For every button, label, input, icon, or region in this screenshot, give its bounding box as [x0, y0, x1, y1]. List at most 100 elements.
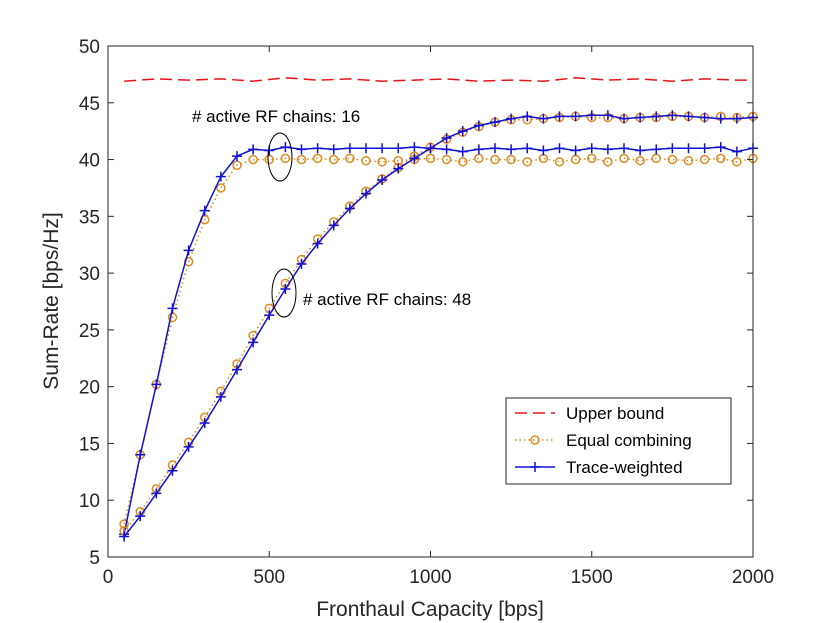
data-point	[183, 257, 194, 267]
series-layer	[119, 77, 758, 542]
data-point	[699, 143, 710, 154]
data-point	[473, 144, 484, 155]
data-point	[506, 113, 517, 124]
data-point	[683, 111, 694, 122]
data-point	[280, 142, 291, 153]
data-point	[586, 143, 597, 154]
series-line-trace-weighted	[123, 114, 754, 538]
data-point	[296, 259, 307, 270]
data-point	[570, 154, 581, 165]
y-tick-label: 35	[79, 207, 100, 228]
data-point	[119, 519, 129, 529]
data-point	[377, 143, 388, 154]
data-point	[538, 145, 549, 156]
data-point	[715, 113, 726, 124]
data-point	[619, 113, 629, 124]
data-point	[538, 113, 549, 124]
data-point	[345, 153, 355, 164]
data-point	[667, 143, 678, 154]
data-point	[425, 143, 436, 154]
y-tick-label: 30	[79, 264, 100, 285]
data-point	[199, 205, 210, 216]
data-point	[441, 132, 452, 143]
data-point	[441, 154, 452, 165]
data-point	[328, 144, 339, 155]
data-point	[731, 113, 742, 124]
data-point	[409, 142, 420, 153]
data-point	[458, 157, 468, 167]
data-point	[554, 157, 565, 167]
data-point	[329, 154, 339, 165]
data-point	[167, 312, 178, 323]
data-point	[651, 144, 662, 155]
data-point	[361, 188, 371, 199]
data-point	[716, 153, 726, 164]
data-point	[635, 145, 646, 156]
data-point	[473, 120, 484, 131]
legend-upper-bound-label: Upper bound	[566, 404, 664, 423]
data-point	[635, 155, 645, 166]
data-point	[457, 126, 468, 137]
data-point	[167, 465, 178, 476]
data-point	[135, 511, 146, 522]
data-point	[651, 111, 662, 122]
data-point	[393, 163, 404, 174]
annotation-label-48: # active RF chains: 48	[303, 290, 471, 309]
data-point	[731, 146, 742, 157]
data-point	[522, 111, 533, 122]
data-point	[699, 154, 710, 165]
data-point	[715, 142, 726, 153]
data-point	[699, 112, 710, 123]
data-point	[554, 143, 565, 154]
data-point	[651, 153, 661, 164]
data-point	[151, 488, 162, 499]
y-tick-label: 5	[89, 548, 100, 569]
data-point	[667, 154, 678, 165]
data-point	[490, 143, 500, 154]
data-point	[361, 143, 371, 154]
data-point	[377, 174, 388, 185]
data-point	[199, 418, 210, 429]
data-point	[522, 143, 533, 154]
x-axis-label: Fronthaul Capacity [bps]	[316, 598, 544, 621]
annotation-ellipse-48	[271, 268, 297, 318]
data-point	[183, 245, 194, 256]
data-point	[264, 154, 274, 165]
x-tick-label: 2000	[732, 567, 774, 588]
y-tick-label: 40	[79, 151, 100, 172]
data-point	[635, 112, 646, 123]
data-point	[344, 203, 355, 214]
data-point	[328, 220, 339, 231]
data-point	[570, 111, 581, 122]
data-point	[457, 146, 468, 157]
data-point	[167, 303, 178, 314]
y-axis-label: Sum-Rate [bps/Hz]	[40, 212, 63, 389]
data-point	[344, 143, 355, 154]
data-point	[425, 153, 436, 164]
data-point	[312, 238, 323, 249]
data-point	[215, 171, 226, 182]
data-point	[232, 151, 242, 162]
legend: Upper bound Equal combining Trace-weight…	[505, 397, 732, 485]
data-point	[312, 153, 323, 164]
data-point	[667, 110, 678, 121]
data-point	[587, 153, 597, 164]
x-tick-label: 500	[253, 567, 285, 588]
data-point	[215, 391, 226, 402]
y-tick-label: 20	[79, 378, 100, 399]
data-point	[619, 143, 629, 154]
data-point	[183, 441, 194, 452]
data-point	[280, 284, 291, 295]
data-point	[619, 153, 629, 164]
data-point	[409, 153, 420, 164]
data-point	[151, 379, 162, 390]
data-point	[506, 144, 517, 155]
data-point	[216, 183, 226, 193]
series-line-trace-weighted	[123, 146, 754, 535]
series-line-equal-combining	[123, 115, 754, 532]
data-point	[602, 110, 613, 121]
data-point	[361, 155, 371, 166]
data-point	[296, 154, 307, 165]
data-point	[135, 449, 146, 460]
